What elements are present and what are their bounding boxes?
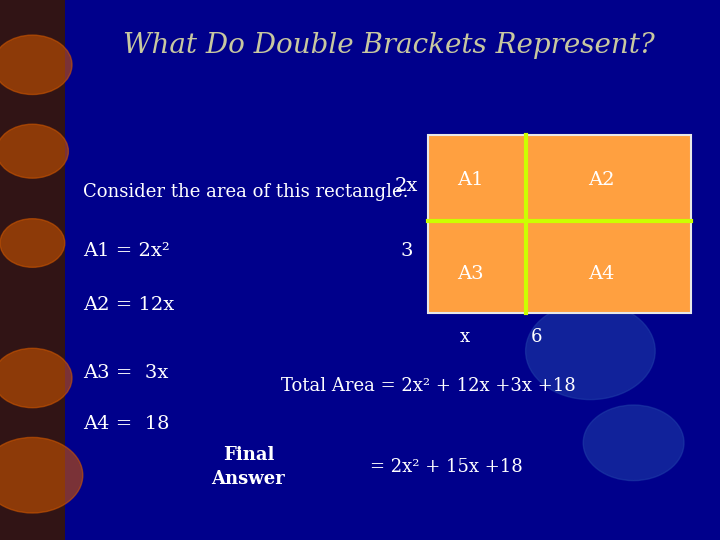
- Text: x: x: [459, 328, 469, 347]
- Text: Consider the area of this rectangle.: Consider the area of this rectangle.: [83, 183, 408, 201]
- Circle shape: [583, 405, 684, 481]
- Text: A2 = 12x: A2 = 12x: [83, 296, 174, 314]
- Circle shape: [0, 437, 83, 513]
- Text: A4 =  18: A4 = 18: [83, 415, 169, 433]
- Bar: [0, 0, 65, 540]
- Circle shape: [0, 35, 72, 94]
- Text: 3: 3: [400, 242, 413, 260]
- Text: Total Area = 2x² + 12x +3x +18: Total Area = 2x² + 12x +3x +18: [281, 377, 576, 395]
- Text: What Do Double Brackets Represent?: What Do Double Brackets Represent?: [123, 32, 654, 59]
- Circle shape: [0, 219, 65, 267]
- Bar: [428, 135, 691, 313]
- Text: A3: A3: [457, 265, 484, 283]
- Circle shape: [0, 124, 68, 178]
- Text: A3 =  3x: A3 = 3x: [83, 363, 168, 382]
- Text: A4: A4: [588, 265, 615, 283]
- Text: = 2x² + 15x +18: = 2x² + 15x +18: [370, 458, 523, 476]
- Text: 6: 6: [531, 328, 542, 347]
- Text: A1 = 2x²: A1 = 2x²: [83, 242, 169, 260]
- Text: 2x: 2x: [395, 177, 418, 195]
- Circle shape: [0, 348, 72, 408]
- Text: A1: A1: [457, 171, 484, 188]
- Circle shape: [526, 302, 655, 400]
- Text: A2: A2: [588, 171, 615, 188]
- Text: Final
Answer: Final Answer: [212, 446, 285, 488]
